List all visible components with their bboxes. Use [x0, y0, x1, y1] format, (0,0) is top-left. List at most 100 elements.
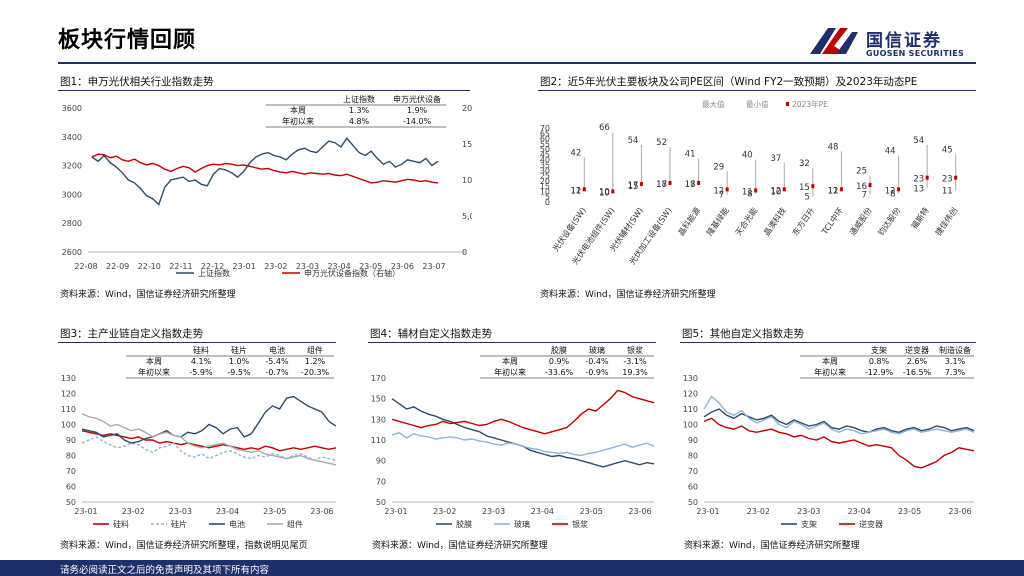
c1-x-tick-9: 23-05: [359, 262, 382, 271]
c5-y-tick-3: 100: [683, 421, 698, 430]
panel4-title: 图4：辅材自定义指数走势: [370, 328, 493, 340]
c3-series-3: [81, 412, 337, 466]
c2-pe-marker-9: [839, 187, 843, 192]
c3-y-tick-8: 50: [66, 498, 76, 507]
c1-stat-col-1: 申万光伏设备: [393, 94, 441, 104]
c2-y-tick-5: 45: [540, 150, 550, 159]
c2-legend-marker: [786, 102, 789, 106]
c5-y-tick-6: 70: [688, 467, 698, 476]
c3-stat-row-label-0: 本周: [146, 356, 162, 366]
c2-min-label-2: 15: [628, 182, 639, 192]
c4-stat-col-2: 银浆: [627, 345, 643, 355]
c1-stat-col-0: 上证指数: [343, 94, 375, 104]
panel5-title: 图5：其他自定义指数走势: [682, 328, 805, 340]
c1-x-tick-0: 22-08: [74, 262, 97, 271]
c4-y-tick-3: 110: [371, 436, 386, 445]
c4-y-tick-2: 130: [371, 415, 386, 424]
c3-x-tick-3: 23-04: [216, 507, 239, 516]
c2-pe-marker-6: [754, 188, 758, 193]
header-rule: [58, 62, 976, 64]
c2-max-label-6: 40: [742, 151, 753, 161]
c2-min-label-13: 11: [942, 186, 953, 196]
c5-stat-1-1: -16.5%: [903, 368, 932, 377]
c2-min-label-3: 17: [656, 180, 667, 190]
c3-y-tick-4: 90: [66, 436, 76, 445]
c2-y-tick-3: 55: [540, 140, 550, 149]
panel5-rule: [680, 342, 976, 343]
c4-stat-row-label-0: 本周: [502, 356, 518, 366]
c4-legend-label-1: 玻璃: [514, 519, 530, 529]
c2-y-tick-14: 0: [545, 198, 550, 207]
c2-pe-label-0: 12: [570, 186, 581, 196]
c3-stat-0-2: -5.4%: [265, 357, 289, 366]
c2-y-tick-1: 65: [540, 129, 550, 138]
c5-series-0: [703, 408, 975, 434]
c4-stat-1-2: 19.3%: [622, 368, 648, 377]
c4-stat-1-0: -33.6%: [545, 368, 574, 377]
c2-max-label-10: 25: [856, 167, 867, 177]
c3-legend-label-3: 组件: [287, 519, 303, 529]
c1-x-tick-11: 23-07: [422, 262, 445, 271]
c5-stat-col-1: 逆变器: [905, 345, 929, 355]
c3-series-2: [81, 395, 337, 444]
c2-legend-label-2: 2023年PE: [792, 99, 828, 109]
c1-x-tick-8: 23-04: [327, 262, 350, 271]
c1-stat-0-0: 1.3%: [349, 106, 370, 115]
c2-category-4: 晶科能源: [676, 205, 703, 237]
c2-pe-label-10: 16: [856, 182, 867, 192]
c5-stat-0-2: 3.1%: [945, 357, 966, 366]
brand-name: 国信证券: [866, 31, 942, 51]
c3-y-tick-7: 60: [66, 483, 76, 492]
c4-stat-col-1: 玻璃: [589, 345, 605, 355]
panel2-source: 资料来源：Wind，国信证券经济研究所整理: [540, 290, 716, 300]
c4-stat-1-1: -0.9%: [585, 368, 609, 377]
c4-stat-col-0: 胶膜: [551, 345, 567, 355]
panel1-rule: [58, 90, 470, 91]
c5-x-tick-0: 23-01: [696, 507, 719, 516]
c4-x-tick-3: 23-04: [531, 507, 554, 516]
c2-min-label-0: 11: [570, 186, 581, 196]
c2-category-13: 捷佳伟创: [933, 205, 960, 237]
c5-y-tick-4: 90: [688, 436, 698, 445]
c2-pe-label-11: 12: [885, 186, 896, 196]
c5-y-tick-7: 60: [688, 483, 698, 492]
c2-pe-label-4: 18: [685, 180, 696, 190]
c2-pe-marker-8: [811, 184, 815, 189]
c3-y-tick-6: 70: [66, 467, 76, 476]
c2-min-label-12: 13: [913, 184, 924, 194]
c2-max-label-13: 45: [942, 145, 953, 155]
c5-legend-label-1: 逆变器: [859, 519, 883, 529]
c5-legend-label-0: 支架: [801, 519, 817, 529]
c3-stat-0-1: 1.0%: [229, 357, 250, 366]
c2-y-tick-8: 30: [540, 166, 550, 175]
c5-y-tick-1: 120: [683, 390, 698, 399]
c2-min-label-1: 10: [599, 187, 610, 197]
brand-sub: GUOSEN SECURITIES: [866, 49, 965, 58]
c1-x-tick-1: 22-09: [106, 262, 129, 271]
c1-x-tick-6: 23-02: [264, 262, 287, 271]
c1-series-0: [91, 137, 439, 206]
panel3-source: 资料来源：Wind，国信证券经济研究所整理，指数说明见尾页: [60, 541, 308, 551]
c3-legend-label-0: 硅料: [113, 519, 129, 529]
c1-stat-0-1: 1.9%: [407, 106, 428, 115]
c5-x-tick-1: 23-02: [747, 507, 770, 516]
c4-y-tick-6: 50: [376, 498, 386, 507]
c1-x-tick-7: 23-03: [296, 262, 319, 271]
panel5-source: 资料来源：Wind，国信证券经济研究所整理: [684, 541, 860, 551]
c2-pe-marker-10: [868, 183, 872, 188]
c2-pe-label-7: 12: [770, 186, 781, 196]
c2-pe-marker-2: [639, 182, 643, 187]
c5-stat-col-2: 制造设备: [939, 345, 971, 355]
c2-pe-marker-4: [697, 180, 701, 185]
c2-max-label-0: 42: [570, 149, 581, 159]
c2-pe-label-6: 11: [742, 187, 753, 197]
c2-min-label-11: 8: [890, 190, 895, 200]
c5-stat-1-2: 7.3%: [945, 368, 966, 377]
c2-category-6: 天合光能: [733, 205, 760, 237]
c3-x-tick-2: 23-03: [169, 507, 192, 516]
c4-y-tick-0: 170: [371, 374, 386, 383]
c3-legend-label-2: 电池: [229, 519, 245, 529]
